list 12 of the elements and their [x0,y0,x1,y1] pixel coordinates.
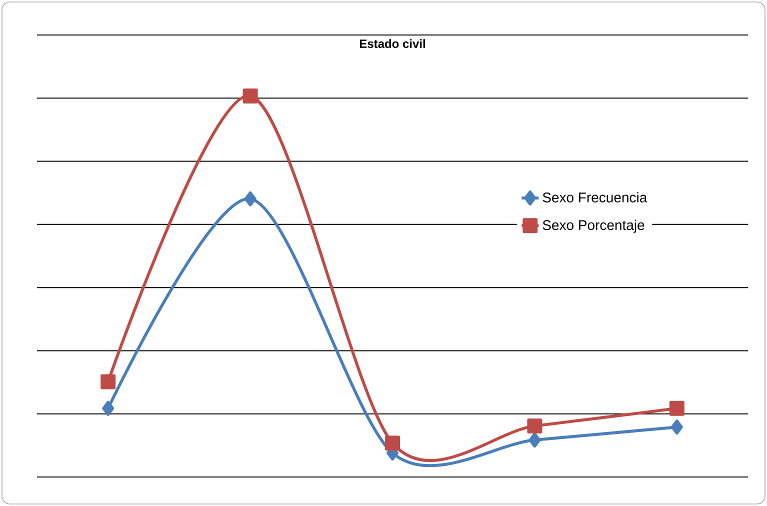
point [670,420,683,435]
legend-label: Sexo Porcentaje [542,220,644,233]
point [244,191,256,206]
point [528,432,541,448]
point [102,400,114,416]
point [385,436,400,451]
point [100,374,116,390]
point [669,400,684,416]
legend-label: Sexo Frecuencia [542,192,648,202]
point [242,88,258,104]
point [527,418,542,434]
chart-title: Estado civil [360,39,425,48]
